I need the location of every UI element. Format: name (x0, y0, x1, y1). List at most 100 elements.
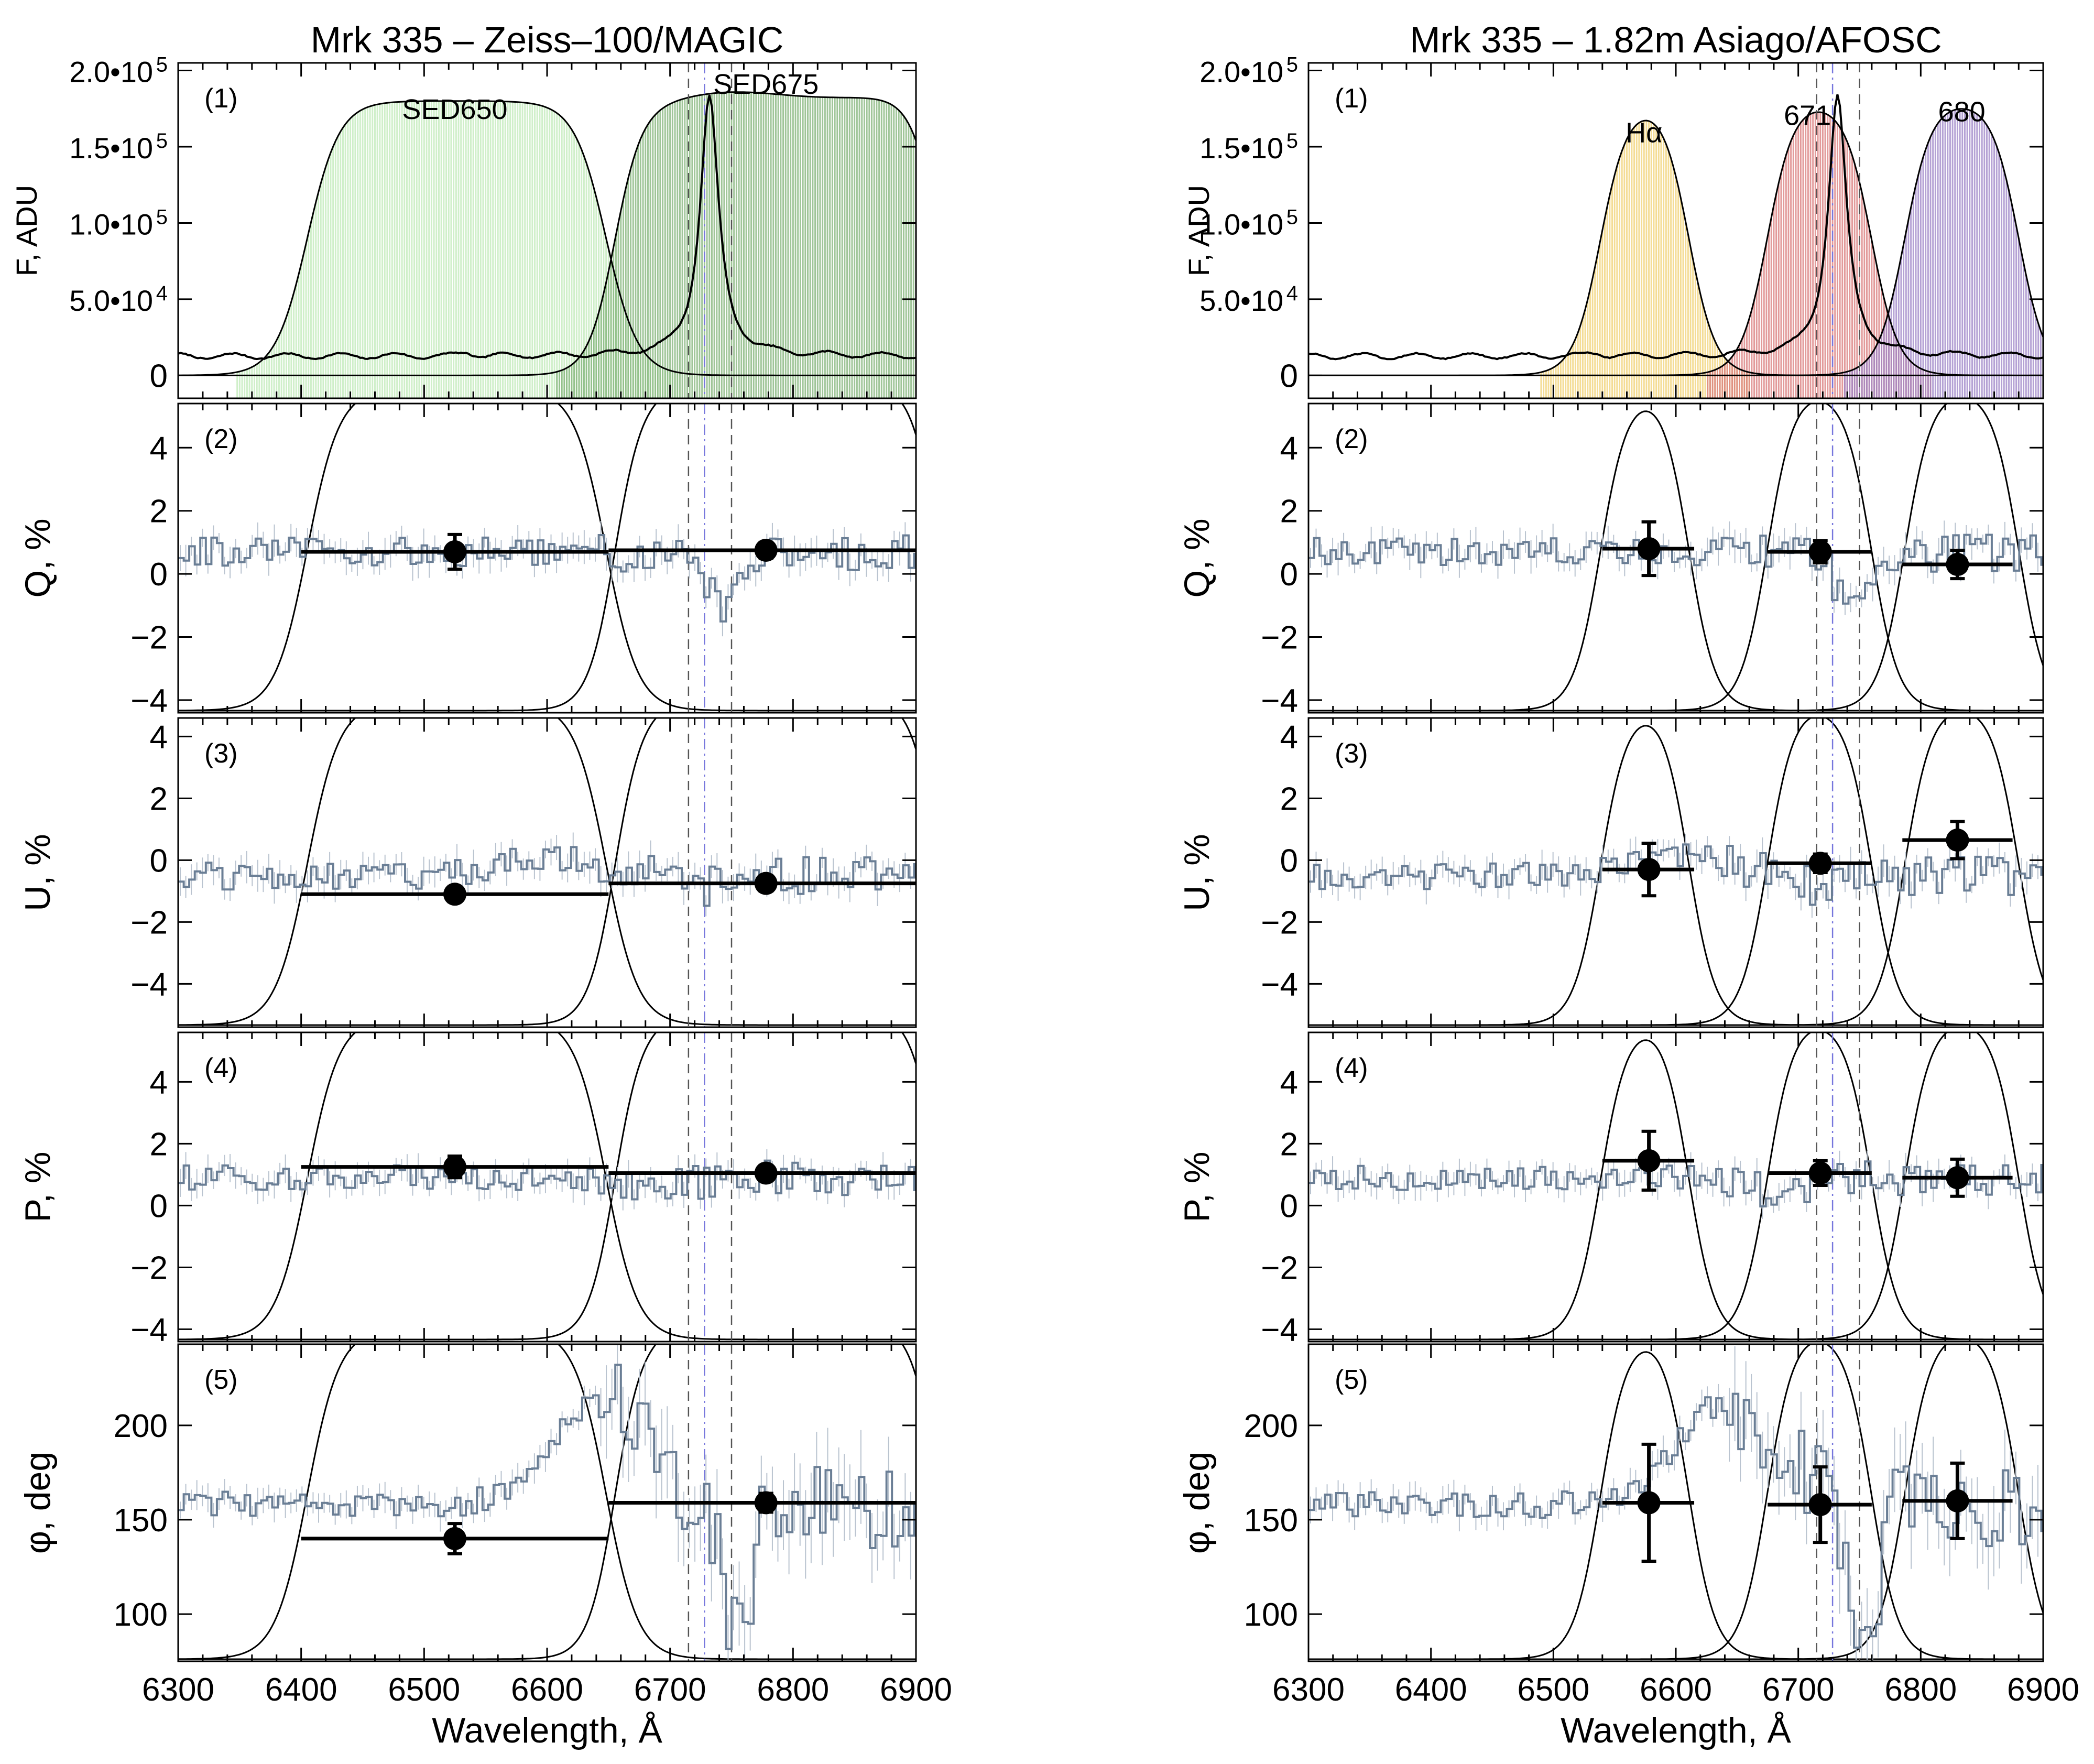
data-point (301, 532, 609, 571)
data-point (1902, 548, 2013, 581)
y-tick-label: 4 (1280, 430, 1298, 466)
spectrum-step-line (178, 1364, 916, 1650)
x-tick-label: 6400 (265, 1672, 337, 1708)
data-point (301, 1522, 609, 1555)
data-point (1602, 841, 1695, 898)
data-point (1768, 852, 1872, 875)
x-tick-label: 6300 (1272, 1672, 1345, 1708)
y-tick-label: −4 (130, 683, 168, 719)
y-tick-label: 100 (114, 1597, 168, 1633)
x-tick-label: 6800 (1884, 1672, 1957, 1708)
y-tick-label: −4 (130, 966, 168, 1003)
data-point (1602, 1129, 1695, 1192)
panel-4: −4 −2 0 2 4 (4) P, % (18, 1031, 917, 1348)
y-tick-label: −4 (1261, 683, 1298, 719)
y-tick-label: 0 (150, 358, 168, 394)
panel-plot-area (1308, 63, 2043, 398)
filter-label: SED675 (713, 69, 819, 100)
filter-curve-SED650 (178, 100, 916, 376)
point-marker (443, 883, 466, 906)
data-point (1768, 539, 1872, 565)
y-tick-label: 200 (114, 1408, 168, 1444)
y-axis-label: Q, % (18, 518, 58, 597)
panel-label: (1) (1335, 83, 1368, 114)
point-marker (1808, 540, 1832, 563)
y-tick-label: 2 (1280, 781, 1298, 817)
panel-plot-area (1308, 718, 2043, 1027)
x-tick-label: 6700 (634, 1672, 706, 1708)
panel-1: 05.0•10 41.0•10 51.5•10 52.0•10 5(1)F, ADU (10, 53, 917, 399)
y-tick-label: 0 (1280, 557, 1298, 593)
y-tick-label: 0 (1280, 843, 1298, 879)
x-axis-label: Wavelength, Å (432, 1711, 662, 1750)
x-axis-label: Wavelength, Å (1561, 1711, 1791, 1750)
panel-3: −4 −2 0 2 4 (3) U, % (18, 717, 917, 1028)
panel-label: (2) (204, 424, 238, 454)
panel-plot-area (178, 718, 916, 1027)
data-point (1902, 1461, 2013, 1540)
y-tick-label: 4 (1280, 1064, 1298, 1101)
panel-label: (3) (1335, 738, 1368, 769)
point-marker (1946, 553, 1969, 576)
y-tick-label: −4 (1261, 966, 1298, 1003)
y-tick-exponent: 5 (156, 129, 168, 153)
spectrum-line (1308, 94, 2043, 361)
y-tick-label: −2 (1261, 905, 1298, 941)
x-tick-label: 6500 (388, 1672, 460, 1708)
y-tick-label: 2.0•10 (69, 56, 153, 89)
data-point (1768, 1159, 1872, 1188)
spectrum-line (178, 94, 916, 361)
spectrum-step-line (178, 846, 916, 907)
y-tick-label: 2 (1280, 1126, 1298, 1162)
point-marker (443, 1527, 466, 1550)
spectrum-step-line (1308, 1392, 2043, 1649)
filter-label: SED650 (402, 94, 507, 125)
panel-label: (4) (204, 1053, 238, 1083)
panel-4: −4 −2 0 2 4 (4) P, % (1177, 1031, 2044, 1348)
x-tick-label: 6300 (142, 1672, 214, 1708)
chart-title: Mrk 335 – 1.82m Asiago/AFOSC (1410, 19, 1942, 60)
panel-plot-area (178, 1032, 916, 1342)
spectrum-step-line (178, 1159, 916, 1201)
x-tick-label: 6600 (1640, 1672, 1712, 1708)
x-tick-label: 6700 (1762, 1672, 1835, 1708)
chart-title: Mrk 335 – Zeiss–100/MAGIC (311, 19, 784, 60)
point-marker (754, 538, 778, 562)
point-marker (754, 1491, 778, 1515)
panel-plot-area (178, 404, 916, 713)
y-tick-label: −4 (1261, 1312, 1298, 1348)
panel-label: (4) (1335, 1053, 1368, 1083)
y-tick-exponent: 4 (1286, 282, 1298, 305)
x-tick-label: 6400 (1395, 1672, 1467, 1708)
panel-label: (2) (1335, 424, 1368, 454)
y-tick-label: 100 (1244, 1597, 1298, 1633)
point-marker (1946, 1166, 1969, 1190)
filter-label: 680 (1938, 96, 1986, 128)
data-point (1902, 820, 2013, 861)
y-tick-exponent: 5 (156, 205, 168, 228)
data-point (608, 1161, 916, 1185)
panel-2: −4 −2 0 2 4 (2) Q, % (18, 402, 917, 719)
filter-curve-SED675 (178, 91, 916, 376)
panel-1: 05.0•10 41.0•10 51.5•10 52.0•10 5(1)F, ADU (1182, 53, 2044, 399)
panel-label: (3) (204, 738, 238, 769)
y-tick-label: −2 (130, 905, 168, 941)
x-tick-label: 6900 (2007, 1672, 2079, 1708)
spectrum-errorbars (1310, 1346, 2043, 1661)
y-tick-exponent: 5 (156, 53, 168, 77)
x-tick-label: 6800 (757, 1672, 829, 1708)
point-marker (1808, 1161, 1832, 1185)
point-marker (1637, 858, 1661, 881)
y-tick-label: −2 (130, 620, 168, 656)
data-point (1902, 1157, 2013, 1198)
x-tick-label: 6500 (1517, 1672, 1589, 1708)
filter-fill-SED675 (556, 92, 916, 398)
y-tick-label: 2 (1280, 494, 1298, 530)
point-marker (443, 540, 466, 563)
spectrum-errorbars (180, 1149, 916, 1211)
y-tick-label: 2.0•10 (1199, 56, 1283, 89)
y-tick-label: 0 (150, 1188, 168, 1224)
y-tick-label: 1.0•10 (69, 208, 153, 241)
